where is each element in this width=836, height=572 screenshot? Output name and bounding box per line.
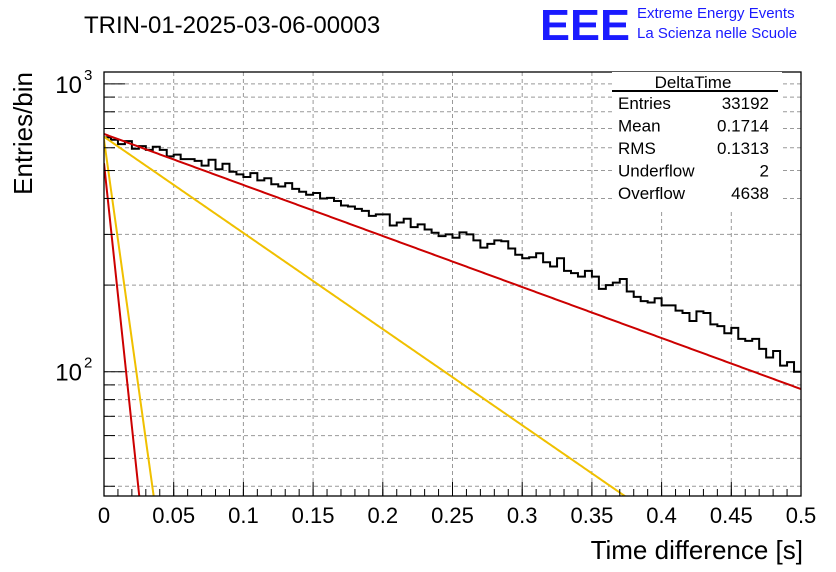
x-tick-label: 0.5: [786, 503, 817, 528]
x-tick-label: 0.4: [646, 503, 677, 528]
x-tick-label: 0.05: [152, 503, 195, 528]
y-tick-exponent: 2: [84, 355, 92, 372]
x-tick-labels: 0 0.05 0.1 0.15 0.2 0.25 0.3 0.35 0.4 0.45 0.5: [98, 503, 816, 528]
x-tick-label: 0: [98, 503, 110, 528]
stats-row-label: RMS: [618, 139, 656, 158]
fit-curve: [104, 139, 155, 496]
stats-row-value: 0.1714: [717, 117, 769, 136]
brand-line-2: La Scienza nelle Scuole: [637, 25, 797, 42]
stats-row-value: 33192: [722, 94, 769, 113]
x-tick-label: 0.1: [228, 503, 259, 528]
run-title: TRIN-01-2025-03-06-00003: [84, 12, 380, 39]
stats-row-label: Mean: [618, 117, 661, 136]
stats-box: DeltaTime Entries 33192 Mean 0.1714 RMS 0.131…: [612, 72, 782, 212]
stats-box-bg: [612, 72, 782, 212]
x-tick-label: 0.35: [570, 503, 613, 528]
x-tick-label: 0.15: [292, 503, 335, 528]
plot-marks: [104, 133, 801, 496]
y-tick-label: 10: [55, 360, 82, 387]
stats-row-value: 2: [760, 162, 769, 181]
stats-row-label: Overflow: [618, 184, 686, 203]
eee-logo: EEE: [540, 1, 630, 50]
fit-curve: [104, 133, 801, 390]
fit-curve: [104, 135, 627, 496]
plot-frame: [103, 71, 802, 497]
histogram-steps: [104, 136, 801, 373]
brand-line-1: Extreme Energy Events: [637, 5, 795, 22]
stats-row-value: 0.1313: [717, 139, 769, 158]
x-tick-label: 0.2: [368, 503, 399, 528]
y-axis-label: Entries/bin: [8, 72, 38, 195]
x-tick-label: 0.25: [431, 503, 474, 528]
x-tick-label: 0.45: [710, 503, 753, 528]
fit-curve: [104, 163, 141, 496]
y-tick-label: 10: [55, 72, 82, 99]
stats-rows: Entries 33192 Mean 0.1714 RMS 0.1313 Underflow…: [618, 94, 769, 203]
x-tick-label: 0.3: [507, 503, 538, 528]
stats-title: DeltaTime: [655, 73, 732, 92]
stats-row-label: Underflow: [618, 162, 695, 181]
y-tick-exponent: 3: [84, 67, 92, 84]
stats-row-value: 4638: [731, 184, 769, 203]
x-axis-label: Time difference [s]: [591, 535, 803, 565]
stats-row-label: Entries: [618, 94, 671, 113]
